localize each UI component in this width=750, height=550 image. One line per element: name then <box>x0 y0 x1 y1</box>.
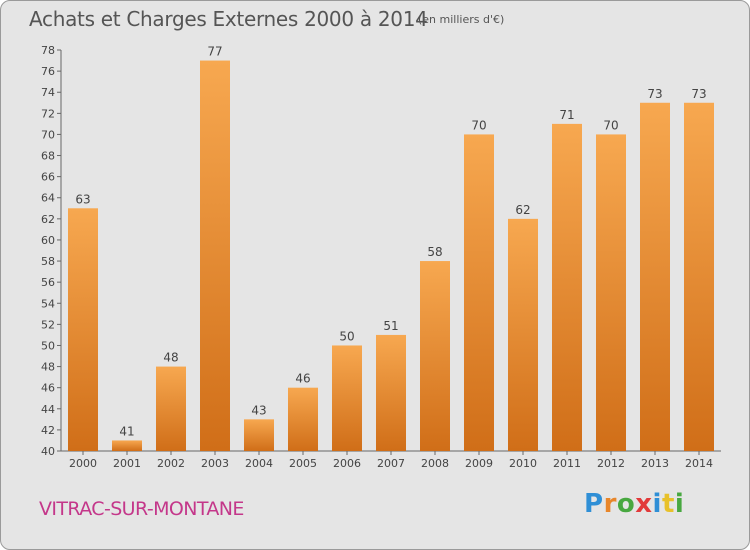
x-tick-label: 2005 <box>289 457 317 470</box>
y-tick-label: 66 <box>41 171 55 184</box>
y-tick-label: 72 <box>41 107 55 120</box>
data-label: 63 <box>75 192 90 206</box>
y-tick-label: 78 <box>41 44 55 57</box>
x-tick-label: 2001 <box>113 457 141 470</box>
logo-letter: x <box>635 489 653 519</box>
x-tick-label: 2007 <box>377 457 405 470</box>
data-label: 70 <box>603 118 618 132</box>
x-tick-label: 2009 <box>465 457 493 470</box>
data-label: 46 <box>295 372 310 386</box>
bar <box>552 123 582 452</box>
logo-letter: i <box>652 489 662 519</box>
y-tick-label: 44 <box>41 403 55 416</box>
x-tick-label: 2002 <box>157 457 185 470</box>
y-tick-label: 42 <box>41 424 55 437</box>
x-tick-label: 2010 <box>509 457 537 470</box>
bar <box>464 134 494 451</box>
bar <box>200 60 230 451</box>
bar <box>508 218 538 451</box>
bar <box>640 102 670 452</box>
y-tick-label: 58 <box>41 255 55 268</box>
y-tick-label: 40 <box>41 445 55 458</box>
logo-letter: i <box>674 489 685 519</box>
logo-letter: t <box>661 489 675 519</box>
data-label: 48 <box>163 351 178 365</box>
axes: 40 42 44 46 48 50 52 54 56 58 60 62 64 66 68 70 72 74 76 78… <box>41 44 721 470</box>
data-label: 77 <box>207 45 222 59</box>
x-tick-label: 2012 <box>597 457 625 470</box>
chart-title: Achats et Charges Externes 2000 à 2014 <box>29 7 428 31</box>
x-tick-label: 2013 <box>641 457 669 470</box>
logo-letter: o <box>616 489 636 519</box>
data-labels: 63 41 48 77 43 46 50 51 58 70 62 71 70 73 73 <box>75 45 706 439</box>
data-label: 73 <box>691 87 706 101</box>
y-tick-label: 54 <box>41 297 55 310</box>
y-tick-label: 50 <box>41 339 55 352</box>
x-tick-label: 2011 <box>553 457 581 470</box>
y-tick-label: 62 <box>41 213 55 226</box>
commune-name: VITRAC-SUR-MONTANE <box>39 498 244 520</box>
bar <box>596 134 626 451</box>
bar <box>68 208 98 451</box>
y-tick-label: 70 <box>41 128 55 141</box>
y-tick-label: 64 <box>41 192 55 205</box>
data-label: 71 <box>559 108 574 122</box>
logo-letter: P <box>584 489 604 519</box>
x-tick-label: 2006 <box>333 457 361 470</box>
bar <box>376 334 406 451</box>
bar <box>112 440 142 451</box>
x-tick-label: 2004 <box>245 457 273 470</box>
y-tick-label: 68 <box>41 150 55 163</box>
bar <box>288 387 318 451</box>
y-tick-label: 76 <box>41 65 55 78</box>
bar <box>156 366 186 451</box>
logo-letter: r <box>603 489 617 519</box>
y-tick-label: 52 <box>41 318 55 331</box>
data-label: 43 <box>251 403 266 417</box>
bar <box>684 102 714 452</box>
bar <box>420 261 450 451</box>
data-label: 73 <box>647 87 662 101</box>
data-label: 50 <box>339 329 354 343</box>
x-tick-label: 2008 <box>421 457 449 470</box>
data-label: 70 <box>471 118 486 132</box>
proxiti-logo[interactable]: Proxiti <box>584 489 684 519</box>
data-label: 58 <box>427 245 442 259</box>
y-tick-label: 60 <box>41 234 55 247</box>
bars <box>68 60 714 452</box>
bar <box>332 345 362 451</box>
bar <box>244 419 274 451</box>
y-tick-label: 48 <box>41 361 55 374</box>
data-label: 62 <box>515 203 530 217</box>
y-tick-label: 56 <box>41 276 55 289</box>
x-tick-label: 2014 <box>685 457 713 470</box>
x-tick-label: 2003 <box>201 457 229 470</box>
data-label: 41 <box>119 424 134 438</box>
y-tick-label: 74 <box>41 86 55 99</box>
data-label: 51 <box>383 319 398 333</box>
y-tick-label: 46 <box>41 382 55 395</box>
chart-unit: (en milliers d'€) <box>418 13 505 26</box>
x-tick-label: 2000 <box>69 457 97 470</box>
